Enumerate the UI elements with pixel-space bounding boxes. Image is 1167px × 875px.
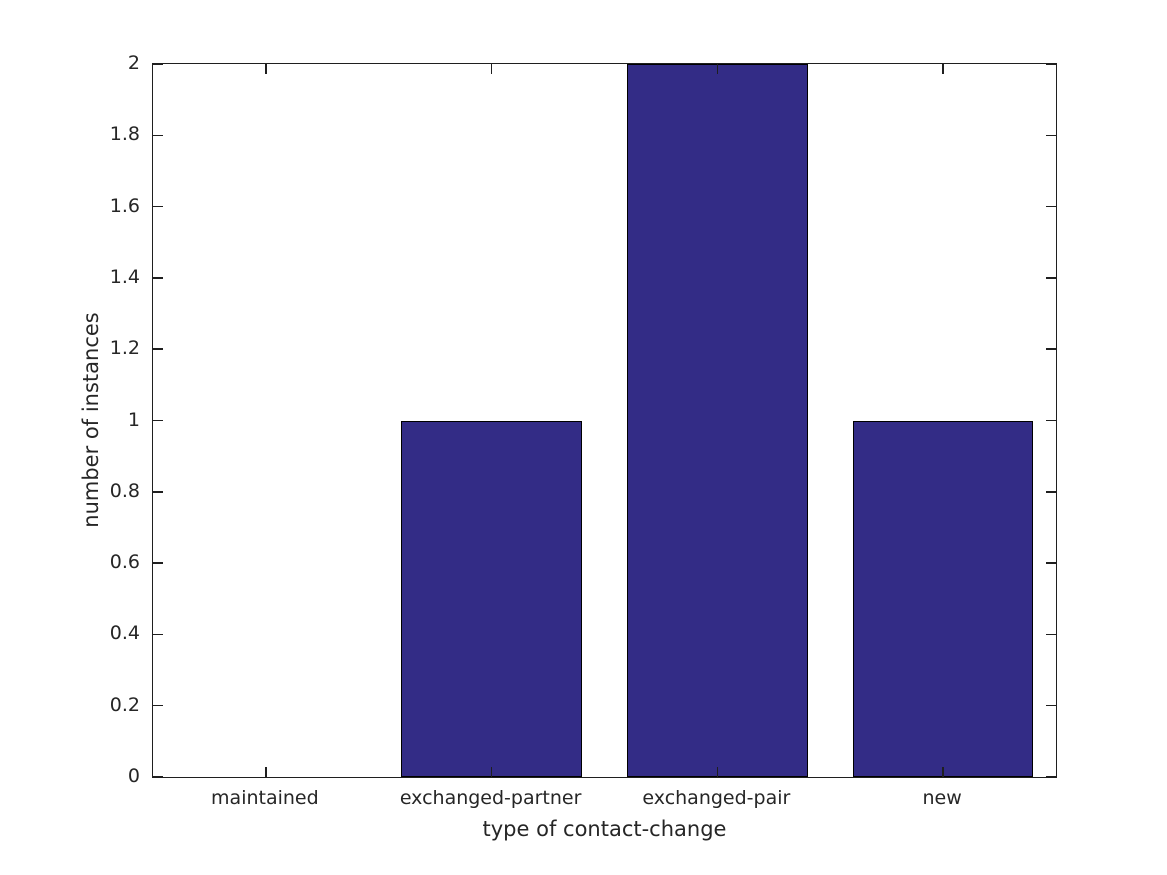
y-tick-right [1046,491,1056,493]
y-tick-right [1046,134,1056,137]
y-tick-label: 0.4 [109,622,140,645]
y-tick-left [153,134,163,137]
y-tick-right [1046,704,1056,707]
y-tick-label: 0.8 [109,479,140,502]
y-tick-right [1046,633,1056,636]
y-tick-left [153,562,163,564]
y-tick-label: 1.2 [109,337,140,360]
x-tick-top [716,64,719,74]
y-tick-right [1046,205,1056,208]
y-tick-label: 0.6 [109,551,140,574]
bar-new [852,420,1034,777]
y-tick-left [153,633,163,636]
y-tick-label: 0.2 [109,693,140,716]
y-tick-left [153,277,163,279]
y-tick-label: 1.8 [109,123,140,146]
y-tick-left [153,348,163,350]
x-tick-label-exchanged-pair: exchanged-pair [642,787,791,809]
y-tick-right [1046,776,1056,778]
bar-exchanged-partner [401,420,582,777]
y-tick-left [153,205,163,208]
x-tick-bottom [490,767,493,777]
x-tick-bottom [265,767,267,777]
y-tick-label: 0 [127,765,140,787]
y-tick-left [153,63,163,65]
x-axis-label: type of contact-change [482,817,727,841]
y-tick-left [153,776,163,778]
y-tick-right [1046,562,1056,564]
y-tick-left [153,491,163,493]
y-tick-right [1046,419,1056,422]
x-tick-label-new: new [922,787,962,809]
x-tick-bottom [716,767,719,777]
y-tick-right [1046,277,1056,279]
x-tick-top [490,64,493,74]
y-tick-label: 1.4 [109,265,140,288]
x-tick-label-maintained: maintained [211,787,319,809]
y-tick-right [1046,348,1056,350]
x-tick-top [265,64,267,74]
y-tick-left [153,419,163,422]
x-tick-top [942,64,944,74]
bar-exchanged-pair [627,64,808,777]
y-tick-label: 1 [127,408,140,431]
y-tick-label: 2 [127,52,140,74]
y-tick-right [1046,63,1056,65]
plot-area [152,63,1057,778]
y-tick-left [153,704,163,707]
y-tick-label: 1.6 [109,194,140,217]
x-tick-bottom [942,767,944,777]
x-tick-label-exchanged-partner: exchanged-partner [399,787,582,809]
